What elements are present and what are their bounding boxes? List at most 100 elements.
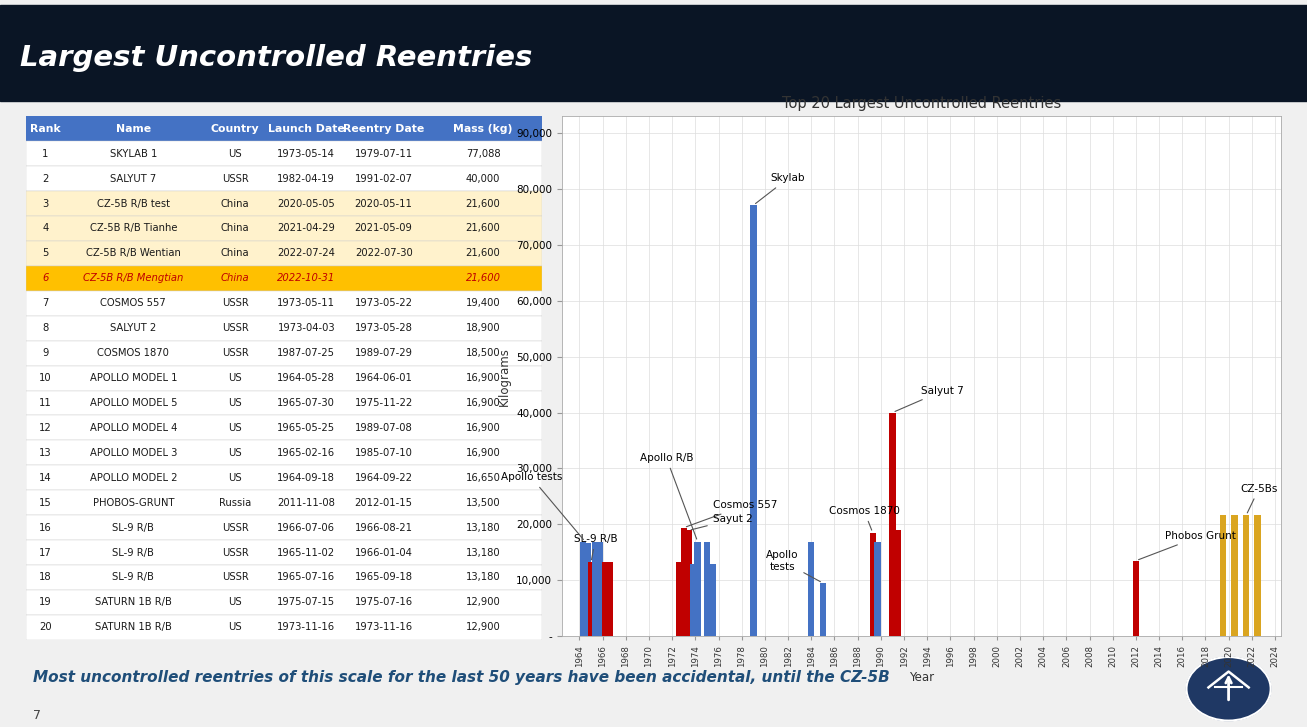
Text: SL-9 R/B: SL-9 R/B — [112, 547, 154, 558]
Text: 2020-05-05: 2020-05-05 — [277, 198, 335, 209]
Text: USSR: USSR — [222, 174, 248, 184]
Text: US: US — [229, 598, 242, 607]
Bar — [26, 191, 542, 216]
Bar — [26, 590, 542, 615]
Text: 1989-07-08: 1989-07-08 — [354, 423, 413, 433]
Text: 19: 19 — [39, 598, 52, 607]
Text: Apollo
tests: Apollo tests — [766, 550, 821, 582]
Text: 1979-07-11: 1979-07-11 — [354, 149, 413, 158]
Bar — [808, 542, 814, 636]
Text: 1964-06-01: 1964-06-01 — [354, 373, 413, 383]
Text: 16,900: 16,900 — [465, 373, 501, 383]
Text: Skylab: Skylab — [755, 174, 805, 204]
Text: 12,900: 12,900 — [465, 622, 501, 632]
Text: China: China — [221, 273, 250, 284]
Bar — [869, 533, 876, 636]
Text: USSR: USSR — [222, 523, 248, 533]
Text: 1965-02-16: 1965-02-16 — [277, 448, 336, 458]
Text: 16: 16 — [39, 523, 52, 533]
Text: Cosmos 557: Cosmos 557 — [686, 500, 778, 527]
Text: USSR: USSR — [222, 324, 248, 333]
Text: 15: 15 — [39, 498, 52, 507]
Text: 13,180: 13,180 — [465, 523, 501, 533]
Bar — [26, 615, 542, 640]
Bar — [889, 412, 895, 636]
Text: 9: 9 — [42, 348, 48, 358]
Text: 2021-04-29: 2021-04-29 — [277, 223, 335, 233]
Text: 1: 1 — [42, 149, 48, 158]
Text: 1985-07-10: 1985-07-10 — [354, 448, 413, 458]
Bar — [26, 216, 542, 241]
Text: Launch Date: Launch Date — [268, 124, 345, 134]
Text: 10: 10 — [39, 373, 52, 383]
Text: 1965-09-18: 1965-09-18 — [354, 572, 413, 582]
Text: PHOBOS-GRUNT: PHOBOS-GRUNT — [93, 498, 174, 507]
Text: CZ-5B R/B test: CZ-5B R/B test — [97, 198, 170, 209]
Text: 6: 6 — [42, 273, 48, 284]
Bar — [1133, 561, 1140, 636]
X-axis label: Year: Year — [908, 671, 935, 684]
Text: 8: 8 — [42, 324, 48, 333]
Text: 13,500: 13,500 — [465, 498, 501, 507]
Text: Apollo R/B: Apollo R/B — [639, 453, 697, 539]
Text: 4: 4 — [42, 223, 48, 233]
Text: 21,600: 21,600 — [465, 249, 501, 258]
Text: USSR: USSR — [222, 298, 248, 308]
Text: SKYLAB 1: SKYLAB 1 — [110, 149, 157, 158]
Bar — [597, 542, 604, 636]
Text: 1964-09-18: 1964-09-18 — [277, 473, 335, 483]
Text: 21,600: 21,600 — [465, 223, 501, 233]
Text: SL-9 R/B: SL-9 R/B — [574, 534, 617, 560]
Text: 2: 2 — [42, 174, 48, 184]
Text: 1964-05-28: 1964-05-28 — [277, 373, 335, 383]
Bar — [26, 441, 542, 465]
Text: Salyut 7: Salyut 7 — [895, 386, 965, 411]
Text: 77,088: 77,088 — [465, 149, 501, 158]
Text: 2022-07-24: 2022-07-24 — [277, 249, 335, 258]
Bar — [592, 542, 599, 636]
Bar — [1255, 515, 1261, 636]
Text: 2021-05-09: 2021-05-09 — [354, 223, 413, 233]
Text: 14: 14 — [39, 473, 52, 483]
Text: Country: Country — [210, 124, 260, 134]
Text: China: China — [221, 249, 250, 258]
Text: APOLLO MODEL 5: APOLLO MODEL 5 — [89, 398, 176, 408]
Text: APOLLO MODEL 3: APOLLO MODEL 3 — [90, 448, 176, 458]
Bar — [26, 316, 542, 341]
Bar — [895, 530, 902, 636]
Text: CZ-5B R/B Tianhe: CZ-5B R/B Tianhe — [89, 223, 176, 233]
Text: 1965-07-16: 1965-07-16 — [277, 572, 336, 582]
Text: 13,180: 13,180 — [465, 547, 501, 558]
Bar — [819, 583, 826, 636]
Text: SATURN 1B R/B: SATURN 1B R/B — [95, 598, 171, 607]
Bar — [681, 528, 687, 636]
Bar — [26, 390, 542, 415]
Circle shape — [1187, 657, 1270, 720]
Bar — [26, 515, 542, 540]
Bar — [1219, 515, 1226, 636]
Text: 1973-05-14: 1973-05-14 — [277, 149, 335, 158]
Text: 16,900: 16,900 — [465, 448, 501, 458]
Text: 13,180: 13,180 — [465, 572, 501, 582]
Text: 16,900: 16,900 — [465, 398, 501, 408]
Text: Cosmos 1870: Cosmos 1870 — [829, 506, 899, 530]
Text: Phobos Grunt: Phobos Grunt — [1138, 531, 1236, 560]
Text: Name: Name — [116, 124, 150, 134]
Bar — [580, 542, 586, 636]
Text: 1987-07-25: 1987-07-25 — [277, 348, 335, 358]
Bar — [685, 531, 691, 636]
Text: 11: 11 — [39, 398, 52, 408]
Text: 1973-04-03: 1973-04-03 — [277, 324, 335, 333]
Text: China: China — [221, 198, 250, 209]
Text: 21,600: 21,600 — [465, 273, 501, 284]
Title: Top 20 Largest Uncontrolled Reentries: Top 20 Largest Uncontrolled Reentries — [782, 96, 1061, 111]
Text: SALYUT 2: SALYUT 2 — [110, 324, 157, 333]
Bar — [26, 291, 542, 316]
Bar — [606, 563, 613, 636]
Bar — [26, 366, 542, 390]
Text: USSR: USSR — [222, 348, 248, 358]
Bar — [26, 341, 542, 366]
Text: 12: 12 — [39, 423, 52, 433]
Bar — [26, 490, 542, 515]
Text: 1973-05-28: 1973-05-28 — [354, 324, 413, 333]
